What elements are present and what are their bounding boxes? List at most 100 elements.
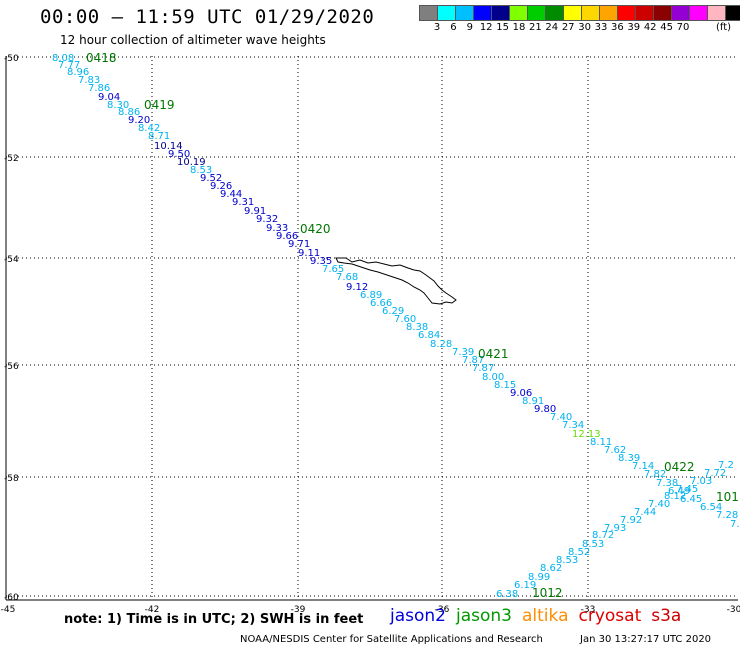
track1-value: 6.66 <box>370 298 392 309</box>
track1-value: 8.30 <box>107 100 129 111</box>
track1-value: 9.66 <box>276 231 298 242</box>
track1-value: 9.71 <box>288 239 310 250</box>
scale-label: 21 <box>529 22 542 33</box>
scale-label: 70 <box>676 22 690 33</box>
lon-label: -33 <box>581 605 596 615</box>
track2-value: 8.53 <box>556 555 578 566</box>
track2-value: 8.99 <box>528 572 550 583</box>
track2-value: 7.03 <box>690 476 712 487</box>
track2-value: 7.44 <box>634 507 656 518</box>
track2-value: 7.92 <box>620 515 642 526</box>
scale-label: 24 <box>545 22 559 33</box>
satellite-altika: altika <box>522 606 569 626</box>
track1-value: 7.38 <box>656 478 678 489</box>
color-scale <box>419 5 740 21</box>
track2-value: 8.52 <box>568 547 590 558</box>
track1-value: 9.91 <box>244 206 266 217</box>
note: note: 1) Time is in UTC; 2) SWH is in fe… <box>64 612 364 627</box>
track1-value: 7.77 <box>58 60 80 71</box>
time-label: 0422 <box>664 460 695 474</box>
scale-label: 42 <box>643 22 657 33</box>
track2-value: 7.40 <box>648 499 670 510</box>
track1-value: 8.96 <box>67 67 89 78</box>
track1-value: 7.40 <box>550 412 572 423</box>
track1-value: 7.65 <box>322 264 344 275</box>
satellite-s3a: s3a <box>651 606 682 626</box>
track1-value: 8.38 <box>406 322 428 333</box>
track1-value: 9.31 <box>232 197 254 208</box>
track1-value: 7.34 <box>562 420 584 431</box>
track1-value: 7.62 <box>604 445 626 456</box>
satellite-legend: jason2 jason3 altika cryosat s3a <box>390 606 691 626</box>
track1-value: 8.86 <box>118 107 140 118</box>
lat-label: -54 <box>4 255 19 265</box>
track2-value: 7.45 <box>676 484 698 495</box>
track2-value: 8.53 <box>582 539 604 550</box>
track1-value: 8.42 <box>138 123 160 134</box>
timestamp: Jan 30 13:27:17 UTC 2020 <box>580 634 712 645</box>
page-title: 00:00 — 11:59 UTC 01/29/2020 <box>40 6 375 28</box>
track1-value: 6.45 <box>680 494 702 505</box>
satellite-jason2: jason2 <box>390 606 446 626</box>
lat-label: -56 <box>4 362 19 372</box>
track2-value: 8.72 <box>592 530 614 541</box>
scale-label: 12 <box>479 22 493 33</box>
satellite-jason3: jason3 <box>456 606 512 626</box>
scale-label: 6 <box>450 22 457 33</box>
track1-value: 9.32 <box>256 214 278 225</box>
scale-label: 27 <box>561 22 575 33</box>
track1-value: 8.11 <box>590 437 612 448</box>
subtitle: 12 hour collection of altimeter wave hei… <box>60 33 326 47</box>
track1-value: 7.87 <box>472 363 494 374</box>
lat-label: -58 <box>4 474 19 484</box>
track1-value: 9.20 <box>128 115 150 126</box>
track1-value: 9.35 <box>310 256 332 267</box>
track2-value: 6.38 <box>496 589 518 600</box>
track1-value: 7.86 <box>88 83 110 94</box>
track1-value: 8.39 <box>618 453 640 464</box>
track1-value: 7.68 <box>336 272 358 283</box>
track1-value: 8.91 <box>522 396 544 407</box>
track2-value: 7.2 <box>718 460 734 471</box>
track2-value: 7.93 <box>604 523 626 534</box>
lat-label: -50 <box>4 54 19 64</box>
track1-value: 6.49 <box>668 486 690 497</box>
scale-label: 3 <box>433 22 441 33</box>
track1-value: 9.06 <box>510 388 532 399</box>
lon-label: -30 <box>727 605 740 615</box>
track2-value: 8.12 <box>664 491 686 502</box>
scale-swatch <box>725 5 740 21</box>
track2-value: 7.72 <box>704 468 726 479</box>
lat-label: -60 <box>4 593 19 603</box>
track1-value: 7.28 <box>716 510 738 521</box>
lon-label: -45 <box>1 605 16 615</box>
lon-label: -39 <box>291 605 306 615</box>
scale-label: 15 <box>496 22 509 33</box>
color-scale-labels: 3 6 9 12 15 18 21 24 27 30 33 36 39 42 45 70 <box>420 22 740 36</box>
track1-value: 7.83 <box>78 75 100 86</box>
track1-value: 9.80 <box>534 404 556 415</box>
scale-label: 45 <box>660 22 673 33</box>
track1-value: 9.50 <box>168 149 190 160</box>
time-label: 101 <box>716 490 739 504</box>
track2-value: 6.19 <box>514 580 536 591</box>
scale-label: 30 <box>578 22 591 33</box>
track1-value: 9.44 <box>220 189 242 200</box>
track1-value: 7. <box>730 519 740 530</box>
track1-value: 9.33 <box>266 223 288 234</box>
track1-value: 8.53 <box>190 165 212 176</box>
credit: NOAA/NESDIS Center for Satellite Applica… <box>240 634 543 645</box>
time-label: 0419 <box>144 98 175 112</box>
scale-unit: (ft) <box>716 22 732 33</box>
track1-value: 9.12 <box>346 282 368 293</box>
scale-label: 39 <box>627 22 641 33</box>
track1-value: 7.60 <box>394 314 416 325</box>
scale-label: 33 <box>594 22 608 33</box>
track1-value: 7.39 <box>452 347 474 358</box>
time-label: 1012 <box>532 586 563 600</box>
track1-value: 9.52 <box>200 173 222 184</box>
lon-label: -42 <box>145 605 160 615</box>
track1-value: 8.28 <box>430 339 452 350</box>
track2-value: 8.62 <box>540 563 562 574</box>
